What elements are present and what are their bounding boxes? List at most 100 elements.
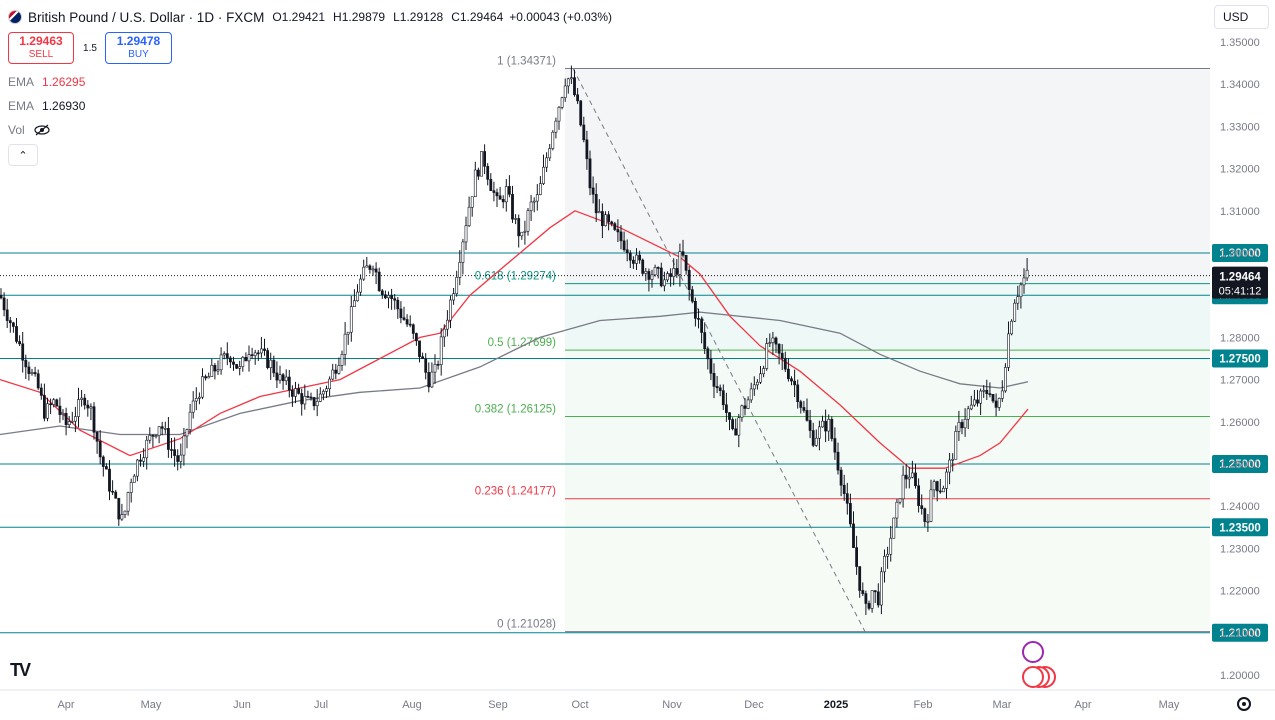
candle-body xyxy=(582,124,586,141)
candle-body xyxy=(780,352,784,359)
candle-body xyxy=(619,231,623,242)
open-label: O xyxy=(272,10,282,24)
candle-body xyxy=(594,194,598,214)
economic-event-gbp-icon[interactable] xyxy=(1022,641,1044,663)
candle-body xyxy=(340,354,344,366)
indicator-volume[interactable]: Vol xyxy=(8,123,51,137)
tradingview-logo[interactable]: TV xyxy=(10,660,31,680)
candle-body xyxy=(182,435,186,456)
candle-body xyxy=(1022,277,1026,286)
candle-body xyxy=(827,418,831,432)
candle-body xyxy=(681,251,685,256)
gbp-usd-flag-icon xyxy=(8,10,22,24)
candle-body xyxy=(604,214,607,227)
candle-body xyxy=(672,268,676,277)
candle-body xyxy=(436,364,440,366)
candle-body xyxy=(653,267,657,276)
candle-body xyxy=(495,192,499,197)
indicator-value: 1.26295 xyxy=(42,75,86,89)
close-label: C xyxy=(451,10,460,24)
time-tick: Nov xyxy=(662,699,682,711)
candle-body xyxy=(994,400,998,408)
time-tick: Dec xyxy=(744,699,764,711)
fib-level-label: 0.382 (1.26125) xyxy=(475,404,556,416)
candle-body xyxy=(219,354,223,371)
gear-icon[interactable] xyxy=(1237,697,1251,711)
candle-body xyxy=(904,474,908,480)
price-tick: 1.28000 xyxy=(1220,332,1260,344)
indicator-ema-fast[interactable]: EMA 1.26295 xyxy=(8,75,85,89)
level-price-label: 1.21000 xyxy=(1219,628,1261,640)
candle-body xyxy=(731,419,735,430)
candle-body xyxy=(154,435,158,437)
candle-body xyxy=(315,401,319,407)
candle-body xyxy=(951,458,955,461)
candle-body xyxy=(579,100,583,126)
candle-body xyxy=(325,388,328,392)
collapse-legend-button[interactable]: ⌃ xyxy=(8,144,38,166)
candle-body xyxy=(690,289,694,302)
time-tick: Jul xyxy=(314,699,328,711)
candle-body xyxy=(768,342,772,344)
indicator-ema-slow[interactable]: EMA 1.26930 xyxy=(8,99,85,113)
price-tick: 1.25000 xyxy=(1220,459,1260,471)
candle-body xyxy=(278,374,282,381)
candle-body xyxy=(644,271,648,274)
candle-body xyxy=(976,399,979,404)
fib-zone xyxy=(565,283,1210,351)
candle-body xyxy=(356,291,359,302)
time-tick: 2025 xyxy=(824,699,848,711)
candle-body xyxy=(120,514,124,520)
candle-body xyxy=(790,378,793,382)
candle-body xyxy=(480,151,483,177)
price-tick: 1.30000 xyxy=(1220,248,1260,260)
ema-fast-line xyxy=(0,210,1029,469)
candle-body xyxy=(817,426,821,439)
economic-event-usd-icon-1[interactable] xyxy=(1022,666,1044,688)
candle-body xyxy=(207,376,211,379)
level-price-tag xyxy=(1212,455,1268,473)
time-tick: May xyxy=(1159,699,1180,711)
candle-body xyxy=(337,365,341,374)
candle-body xyxy=(244,357,248,362)
time-tick: May xyxy=(141,699,162,711)
candle-body xyxy=(163,428,167,430)
candle-body xyxy=(746,399,750,409)
symbol-title[interactable]: British Pound / U.S. Dollar · 1D · FXCM xyxy=(28,9,265,25)
candle-body xyxy=(675,268,679,275)
level-price-tag xyxy=(1212,349,1268,368)
fib-level-label: 0.236 (1.24177) xyxy=(475,486,556,498)
candle-body xyxy=(160,426,164,429)
candle-body xyxy=(126,492,130,512)
candle-body xyxy=(755,381,759,386)
candle-body xyxy=(678,251,682,275)
candle-body xyxy=(762,368,766,375)
candle-body xyxy=(948,459,952,473)
trendline xyxy=(572,68,866,632)
candle-body xyxy=(805,410,809,421)
price-tick: 1.24000 xyxy=(1220,501,1260,513)
candle-body xyxy=(74,416,77,422)
currency-selector[interactable]: USD xyxy=(1214,5,1269,29)
candle-body xyxy=(923,508,927,522)
buy-button[interactable]: 1.29478 BUY xyxy=(105,32,172,64)
candle-body xyxy=(542,166,545,184)
candle-body xyxy=(185,429,189,437)
candle-body xyxy=(656,267,660,269)
price-tick: 1.34000 xyxy=(1220,79,1260,91)
candle-body xyxy=(12,322,15,327)
candle-body xyxy=(198,396,201,399)
candle-body xyxy=(647,271,651,280)
candle-body xyxy=(972,399,976,406)
eye-hidden-icon[interactable] xyxy=(33,124,51,136)
candle-body xyxy=(585,139,589,160)
candle-body xyxy=(408,323,412,326)
candle-body xyxy=(693,301,697,319)
price-tick: 1.35000 xyxy=(1220,37,1260,49)
sell-button[interactable]: 1.29463 SELL xyxy=(8,32,74,64)
candle-body xyxy=(321,391,325,395)
candle-body xyxy=(957,422,961,432)
indicator-value: 1.26930 xyxy=(42,99,86,113)
time-tick: Feb xyxy=(914,699,933,711)
